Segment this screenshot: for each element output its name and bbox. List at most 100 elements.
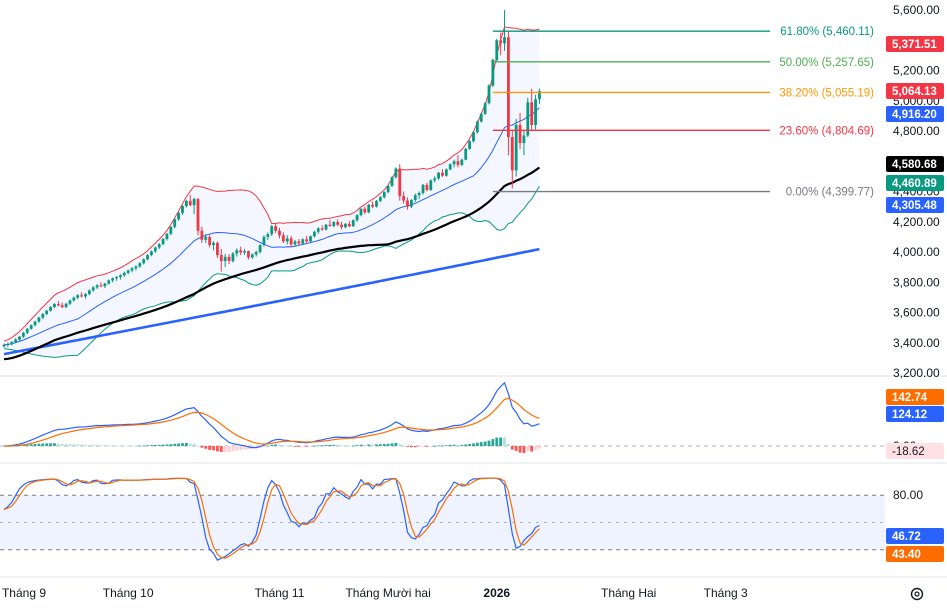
- candle[interactable]: [518, 112, 522, 150]
- candle[interactable]: [119, 274, 122, 280]
- candle[interactable]: [25, 327, 29, 335]
- candle[interactable]: [398, 164, 402, 201]
- candle[interactable]: [433, 176, 437, 183]
- candle[interactable]: [421, 183, 425, 195]
- candle[interactable]: [270, 224, 274, 236]
- candle[interactable]: [301, 238, 305, 245]
- candle[interactable]: [316, 227, 320, 234]
- candle[interactable]: [64, 302, 68, 309]
- candle[interactable]: [223, 253, 227, 268]
- candle[interactable]: [285, 235, 289, 245]
- candle[interactable]: [219, 248, 223, 272]
- candle[interactable]: [305, 235, 309, 243]
- candle[interactable]: [208, 235, 212, 248]
- candle[interactable]: [503, 10, 506, 51]
- macd-pane[interactable]: [0, 381, 885, 454]
- candle[interactable]: [134, 265, 138, 271]
- candle[interactable]: [53, 303, 56, 309]
- candle[interactable]: [204, 233, 208, 243]
- candle[interactable]: [340, 221, 343, 230]
- candle[interactable]: [487, 84, 491, 105]
- candle[interactable]: [250, 253, 254, 259]
- candle[interactable]: [417, 191, 421, 200]
- candle[interactable]: [437, 171, 440, 180]
- candle[interactable]: [150, 250, 153, 257]
- candle[interactable]: [258, 244, 262, 254]
- candle[interactable]: [107, 279, 111, 285]
- candle[interactable]: [6, 342, 10, 347]
- candle[interactable]: [378, 196, 382, 203]
- candle[interactable]: [510, 131, 514, 189]
- candle[interactable]: [425, 182, 429, 192]
- candle[interactable]: [29, 324, 33, 330]
- candle[interactable]: [2, 343, 6, 348]
- stochastic-pane[interactable]: [0, 477, 885, 561]
- candle[interactable]: [91, 286, 95, 292]
- candle[interactable]: [526, 97, 530, 138]
- candle[interactable]: [95, 284, 99, 289]
- candle[interactable]: [278, 227, 281, 239]
- candle[interactable]: [507, 31, 510, 156]
- candle[interactable]: [464, 147, 468, 161]
- candle[interactable]: [231, 252, 235, 263]
- candle[interactable]: [359, 208, 363, 217]
- candle[interactable]: [402, 191, 406, 204]
- candle[interactable]: [514, 118, 518, 177]
- candle[interactable]: [169, 226, 173, 236]
- candle[interactable]: [538, 88, 541, 104]
- candle[interactable]: [138, 262, 142, 268]
- candle[interactable]: [173, 218, 177, 229]
- candle[interactable]: [56, 301, 60, 307]
- candle[interactable]: [18, 335, 21, 341]
- candle[interactable]: [452, 159, 456, 168]
- candle[interactable]: [103, 282, 107, 288]
- candle[interactable]: [14, 338, 18, 344]
- candle[interactable]: [363, 206, 367, 215]
- candle[interactable]: [22, 331, 25, 338]
- candle[interactable]: [479, 112, 483, 123]
- candle[interactable]: [320, 225, 324, 231]
- candle[interactable]: [161, 238, 165, 246]
- candle[interactable]: [410, 199, 413, 209]
- candle[interactable]: [45, 309, 49, 316]
- candle[interactable]: [262, 235, 266, 247]
- candle[interactable]: [192, 197, 196, 215]
- candle[interactable]: [196, 197, 200, 236]
- candle[interactable]: [313, 230, 316, 238]
- candle[interactable]: [72, 296, 76, 302]
- candle[interactable]: [375, 199, 378, 208]
- candle[interactable]: [181, 205, 184, 215]
- candle[interactable]: [49, 306, 52, 312]
- candle[interactable]: [115, 275, 118, 281]
- candle[interactable]: [472, 131, 475, 143]
- candle[interactable]: [456, 155, 460, 168]
- settings-gear-icon[interactable]: [910, 587, 924, 601]
- candle[interactable]: [429, 179, 433, 191]
- candle[interactable]: [10, 340, 14, 346]
- candle[interactable]: [235, 248, 239, 257]
- candle[interactable]: [460, 158, 464, 167]
- candle[interactable]: [239, 246, 243, 256]
- candle[interactable]: [444, 168, 448, 177]
- candle[interactable]: [534, 94, 537, 130]
- candle[interactable]: [483, 102, 487, 115]
- candle[interactable]: [157, 242, 161, 249]
- candle[interactable]: [274, 223, 277, 233]
- candle[interactable]: [406, 197, 409, 210]
- candle[interactable]: [382, 191, 386, 199]
- candle[interactable]: [394, 167, 398, 179]
- candle[interactable]: [441, 169, 444, 177]
- candle[interactable]: [324, 223, 328, 231]
- candle[interactable]: [165, 232, 169, 241]
- candle[interactable]: [390, 176, 394, 187]
- candle[interactable]: [530, 88, 534, 131]
- candle[interactable]: [60, 302, 64, 309]
- candle[interactable]: [254, 250, 258, 257]
- candle[interactable]: [491, 58, 495, 88]
- candle[interactable]: [344, 222, 347, 229]
- candle[interactable]: [111, 277, 115, 283]
- price-pane[interactable]: 61.80% (5,460.11) 50.00% (5,257.65) 38.20%…: [2, 10, 875, 361]
- candle[interactable]: [386, 184, 390, 194]
- candle[interactable]: [177, 211, 180, 221]
